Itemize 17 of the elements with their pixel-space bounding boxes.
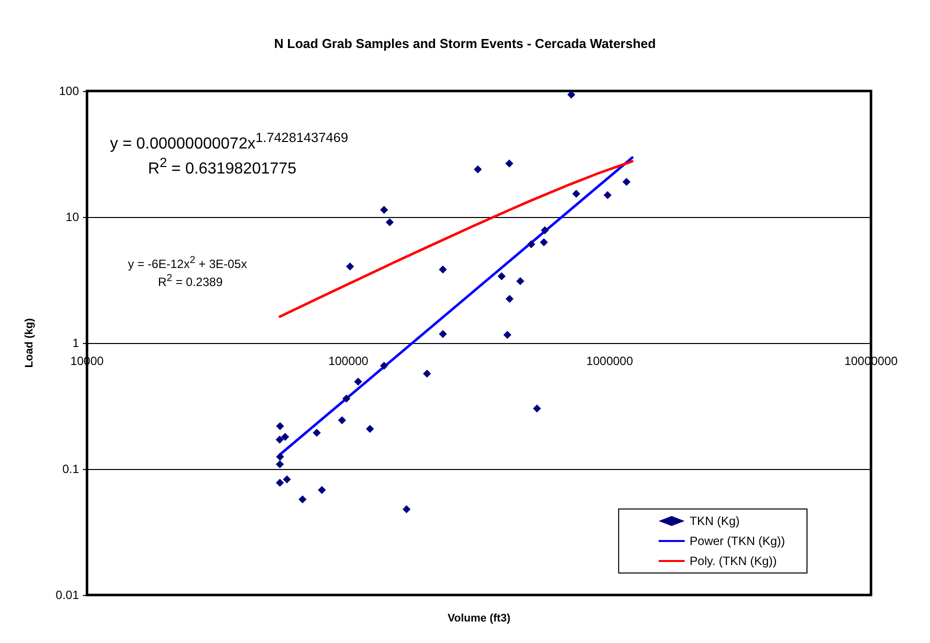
- legend-label: TKN (Kg): [690, 514, 740, 528]
- y-tick-label: 100: [58, 84, 80, 98]
- legend-label: Power (TKN (Kg)): [690, 534, 786, 548]
- annotation: R$^{2}$ = 0.2389: [158, 273, 223, 290]
- x-tick-label: 100000: [328, 354, 369, 368]
- chart-title: N Load Grab Samples and Storm Events - Cercada Watershed: [274, 36, 656, 51]
- annotation: R$^{2}$ = 0.63198201775: [148, 155, 296, 179]
- y-tick-label: 1: [72, 336, 80, 350]
- y-tick-label: 10: [66, 210, 80, 224]
- legend-label: Poly. (TKN (Kg)): [690, 554, 777, 568]
- y-tick-label: 0.01: [56, 588, 80, 602]
- y-tick-label: 0.1: [62, 462, 80, 476]
- x-tick-label: 1000000: [586, 354, 634, 368]
- x-axis-title: Volume (ft3): [448, 612, 511, 624]
- annotation: y = 0.00000000072x$^{1.74281437469}$: [110, 130, 348, 154]
- annotation: y = -6E-12x$^{2}$ + 3E-05x: [128, 255, 247, 272]
- y-axis-title: Load (kg): [24, 318, 36, 368]
